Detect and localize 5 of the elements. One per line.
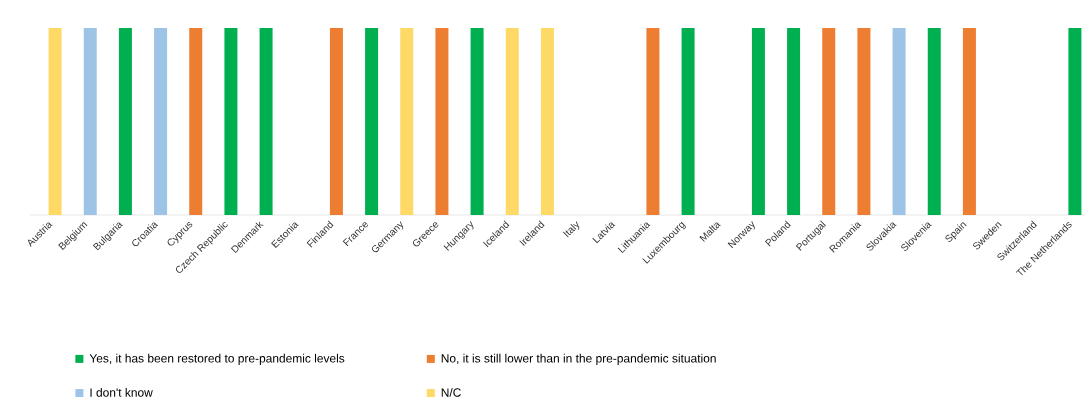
- x-tick-label: Italy: [563, 221, 580, 238]
- legend-label: N/C: [441, 387, 461, 397]
- legend-label: No, it is still lower than in the pre-pandemic situation: [441, 353, 716, 365]
- legend-label: Yes, it has been restored to pre-pandemic levels: [89, 353, 345, 365]
- legend-label: I don't know: [90, 387, 153, 397]
